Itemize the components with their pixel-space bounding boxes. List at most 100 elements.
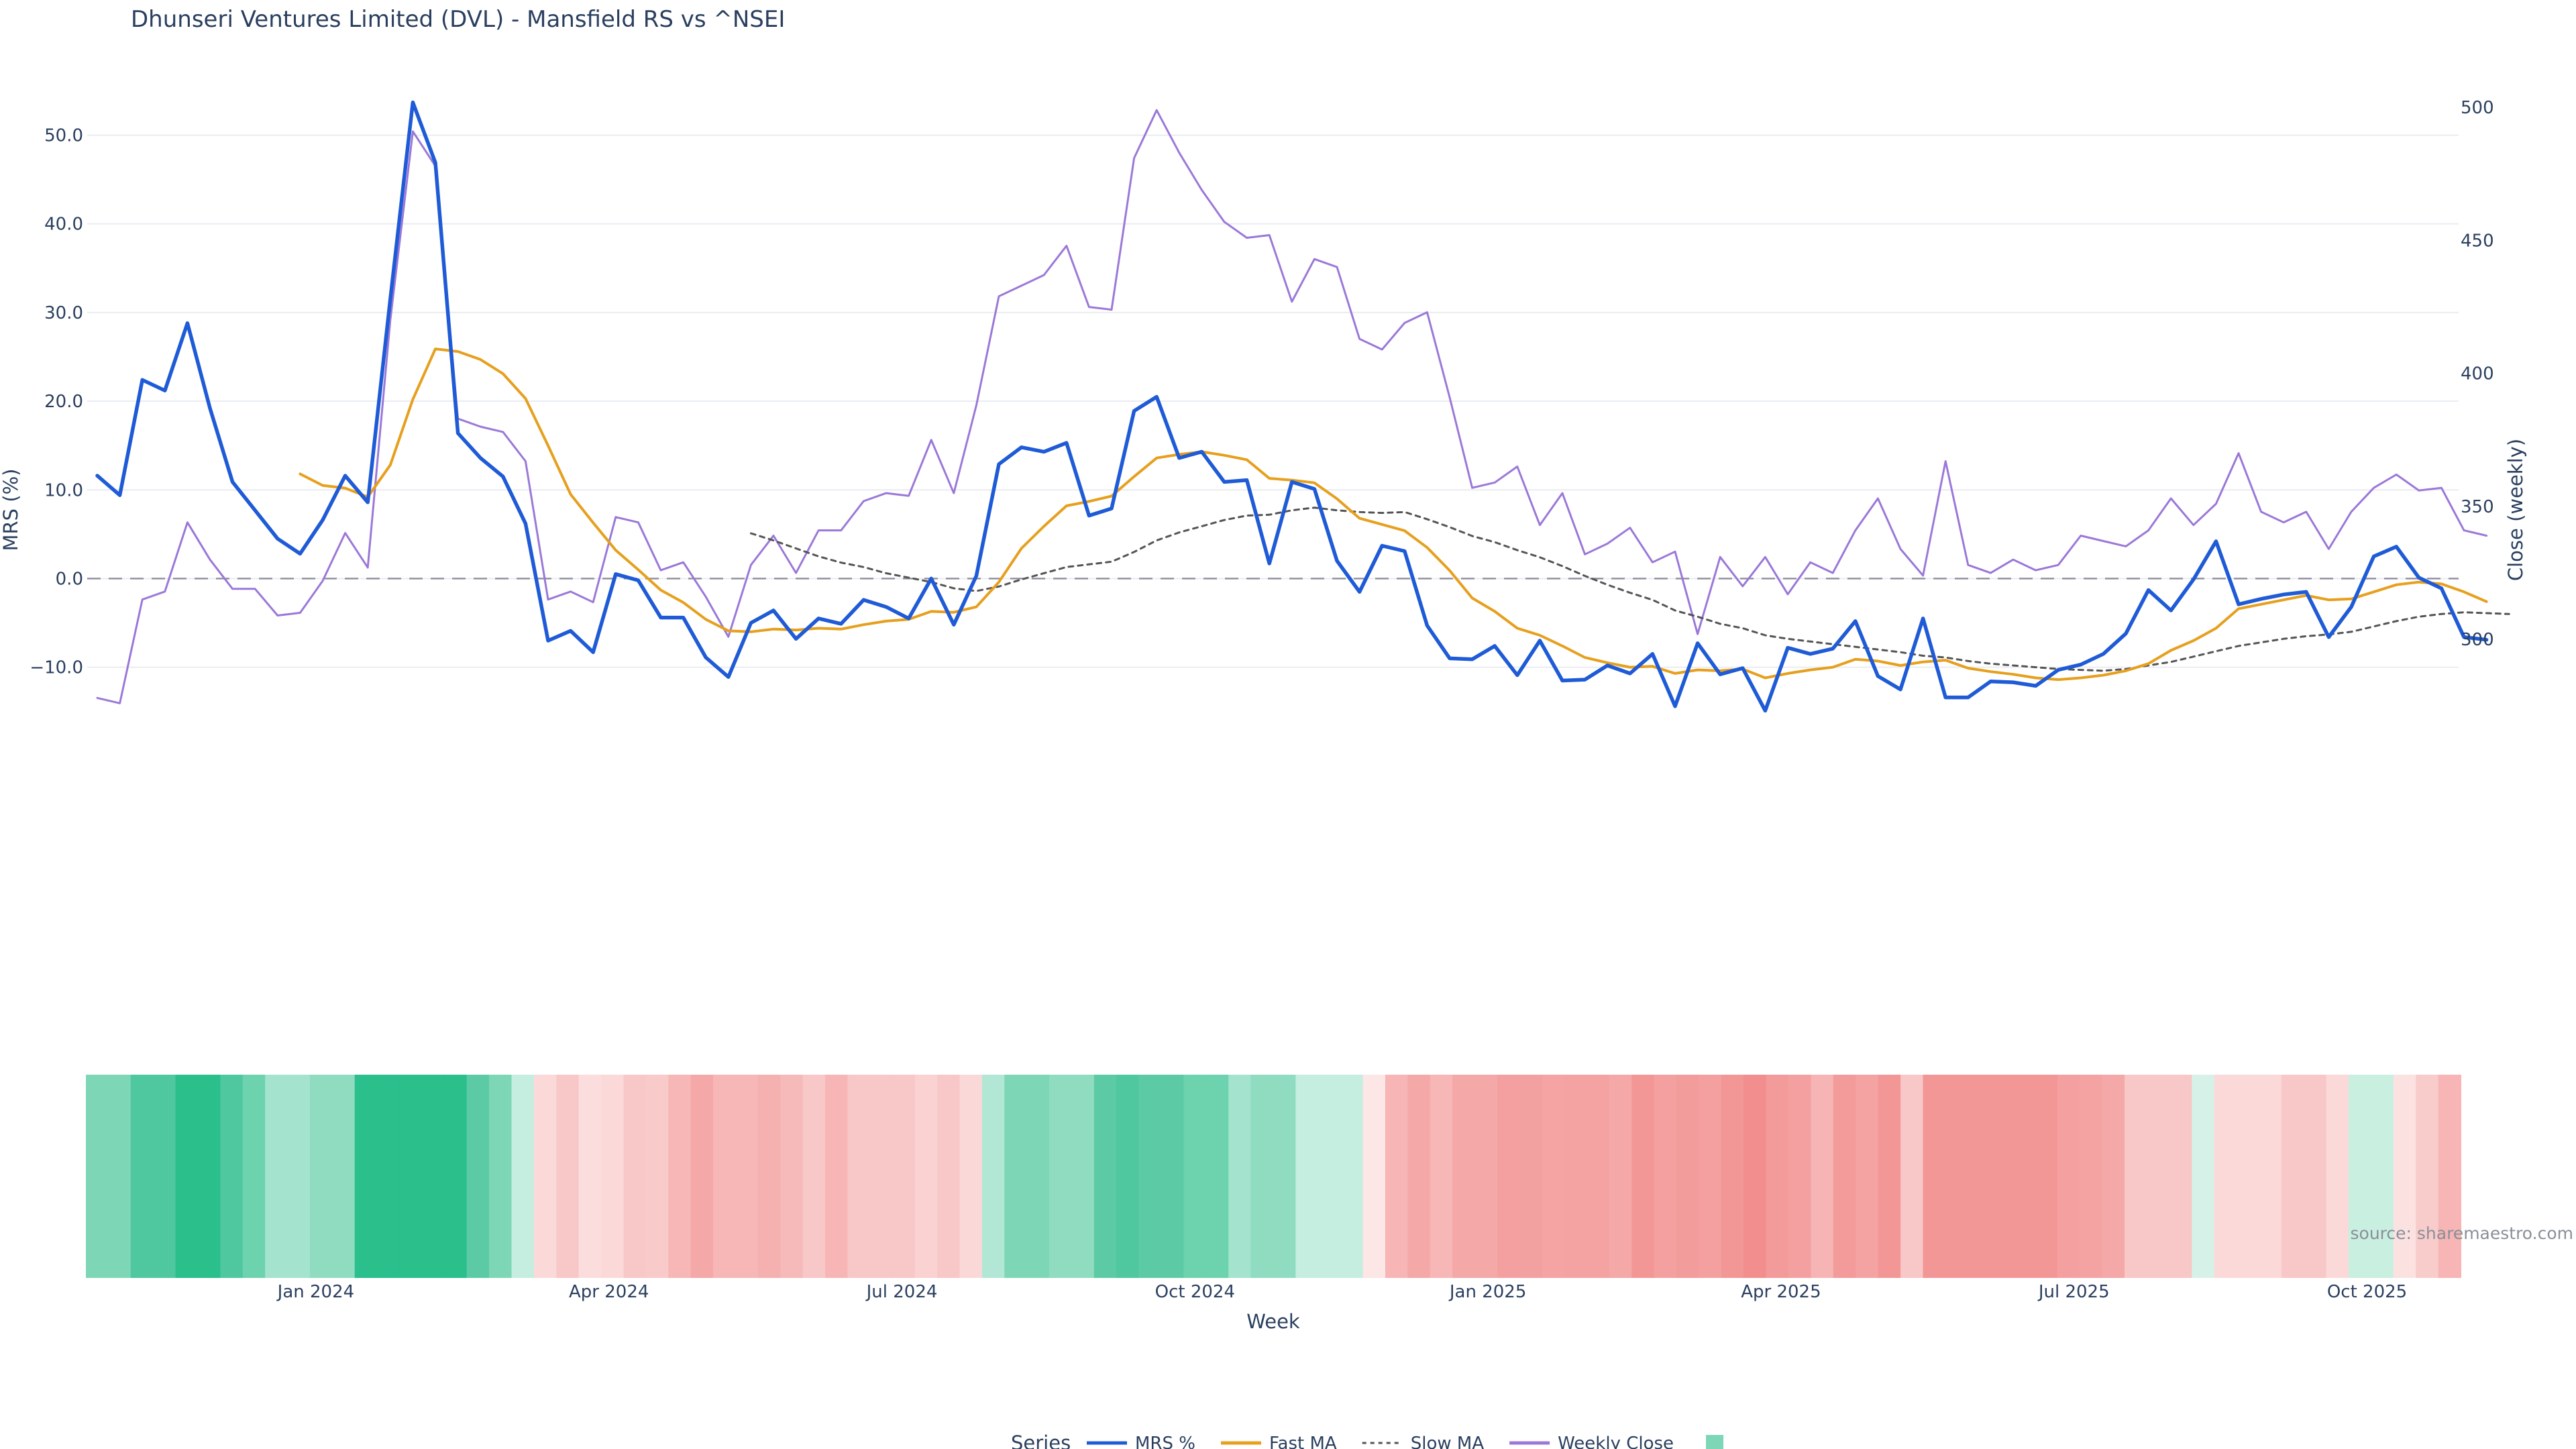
heatmap-cell: [2192, 1075, 2215, 1278]
heatmap-cell: [1743, 1075, 1767, 1278]
heatmap-cell: [1766, 1075, 1790, 1278]
heatmap-cell: [466, 1075, 490, 1278]
heatmap-cell: [556, 1075, 580, 1278]
heatmap-cell: [2035, 1075, 2058, 1278]
legend-label: MRS %: [1135, 1434, 1195, 1449]
heatmap-cell: [802, 1075, 826, 1278]
heatmap-cell: [399, 1075, 423, 1278]
series-fast-ma: [299, 347, 2488, 682]
heatmap-cell: [1362, 1075, 1386, 1278]
heatmap-cell: [713, 1075, 737, 1278]
heatmap-cell: [1990, 1075, 2014, 1278]
heatmap-cell: [690, 1075, 714, 1278]
heatmap-cell: [1071, 1075, 1095, 1278]
heatmap-cell: [1900, 1075, 1924, 1278]
heatmap-cell: [2326, 1075, 2350, 1278]
legend: Series MRS % Fast MA Slow MA Weekly Close: [1011, 1432, 1724, 1449]
y-tick-label: 10.0: [44, 480, 83, 500]
heatmap-cell: [2371, 1075, 2394, 1278]
y-tick-label: 40.0: [44, 215, 83, 235]
y-tick-label: 30.0: [44, 303, 83, 323]
heatmap-cell: [1811, 1075, 1834, 1278]
heatmap-cell: [1631, 1075, 1655, 1278]
heatmap-cell: [1004, 1075, 1028, 1278]
heatmap-cell: [86, 1075, 109, 1278]
heatmap-cell: [1407, 1075, 1431, 1278]
heatmap-cell: [2057, 1075, 2081, 1278]
heatmap-cell: [1474, 1075, 1498, 1278]
heatmap-cell: [1026, 1075, 1051, 1278]
heatmap-cell: [1519, 1075, 1543, 1278]
series-line-weekly-close: [96, 109, 2488, 704]
heatmap-cell: [421, 1075, 445, 1278]
legend-label: Weekly Close: [1558, 1434, 1674, 1449]
heatmap-cell: [1161, 1075, 1185, 1278]
series-line-fast-ma: [299, 347, 2488, 682]
heatmap-cell: [1654, 1075, 1678, 1278]
heatmap-cell: [847, 1075, 871, 1278]
heatmap-cell: [2169, 1075, 2193, 1278]
heatmap-cell: [1318, 1075, 1342, 1278]
heatmap-cell: [2416, 1075, 2439, 1278]
heatmap-cell: [2393, 1075, 2417, 1278]
heatmap-cell: [1878, 1075, 1902, 1278]
x-axis-title: Week: [1246, 1310, 1300, 1333]
x-tick-label: Jul 2024: [865, 1282, 938, 1302]
heatmap-cell: [175, 1075, 199, 1278]
x-tick-label: Jul 2025: [2037, 1282, 2110, 1302]
legend-label: Fast MA: [1269, 1434, 1337, 1449]
heatmap-cell: [2147, 1075, 2170, 1278]
heatmap-cell: [1721, 1075, 1745, 1278]
heatmap-cell: [2237, 1075, 2260, 1278]
series-mrs: [95, 100, 2489, 713]
series-weekly-close: [96, 109, 2488, 704]
heatmap-cell: [668, 1075, 692, 1278]
heatmap-cell: [1205, 1075, 1230, 1278]
heatmap-cell: [1564, 1075, 1588, 1278]
source-note: source: sharemaestro.com: [2351, 1224, 2574, 1243]
heatmap-cell: [265, 1075, 288, 1278]
heatmap-cell: [1295, 1075, 1319, 1278]
heatmap-cell: [1183, 1075, 1207, 1278]
heatmap-cell: [2012, 1075, 2036, 1278]
y-right-tick-label: 400: [2461, 364, 2494, 384]
heatmap-cell: [332, 1075, 356, 1278]
x-tick-label: Oct 2025: [2327, 1282, 2407, 1302]
heatmap-cell: [892, 1075, 916, 1278]
heatmap-cell: [153, 1075, 176, 1278]
y-right-tick-label: 350: [2461, 497, 2494, 517]
heatmap-cell: [1856, 1075, 1879, 1278]
heatmap-cell: [757, 1075, 782, 1278]
heatmap-cell: [578, 1075, 602, 1278]
x-axis-ticks: Jan 2024 Apr 2024 Jul 2024 Oct 2024 Jan 2025…: [276, 1282, 2408, 1302]
heatmap-cell: [1138, 1075, 1163, 1278]
heatmap-cell: [869, 1075, 894, 1278]
legend-label: Slow MA: [1411, 1434, 1485, 1449]
legend-swatch: [1706, 1435, 1724, 1449]
heatmap-cell: [287, 1075, 311, 1278]
heatmap-cell: [959, 1075, 983, 1278]
heatmap-cell: [2080, 1075, 2103, 1278]
heatmap-cell: [601, 1075, 625, 1278]
x-tick-label: Apr 2025: [1741, 1282, 1821, 1302]
y-tick-label: −10.0: [30, 658, 83, 678]
y-axis-title: MRS (%): [0, 469, 22, 551]
series-line-mrs: [95, 100, 2489, 713]
heatmap-cell: [780, 1075, 804, 1278]
heatmap-cell: [197, 1075, 221, 1278]
heatmap-cell: [1497, 1075, 1521, 1278]
heatmap-cell: [1385, 1075, 1409, 1278]
heatmap-cell: [2281, 1075, 2305, 1278]
heatmap-cell: [1676, 1075, 1700, 1278]
heatmap-cell: [937, 1075, 961, 1278]
heatmap-cell: [2438, 1075, 2461, 1278]
y-axis-right-title: Close (weekly): [2504, 439, 2527, 581]
y-right-tick-label: 450: [2461, 231, 2494, 251]
series-line-slow-ma: [749, 506, 2510, 672]
mrs-heatmap-strip: [86, 1075, 2461, 1278]
heatmap-cell: [1049, 1075, 1073, 1278]
chart-title: Dhunseri Ventures Limited (DVL) - Mansfi…: [131, 6, 785, 33]
heatmap-cell: [1542, 1075, 1566, 1278]
heatmap-cell: [1273, 1075, 1297, 1278]
heatmap-cell: [220, 1075, 244, 1278]
